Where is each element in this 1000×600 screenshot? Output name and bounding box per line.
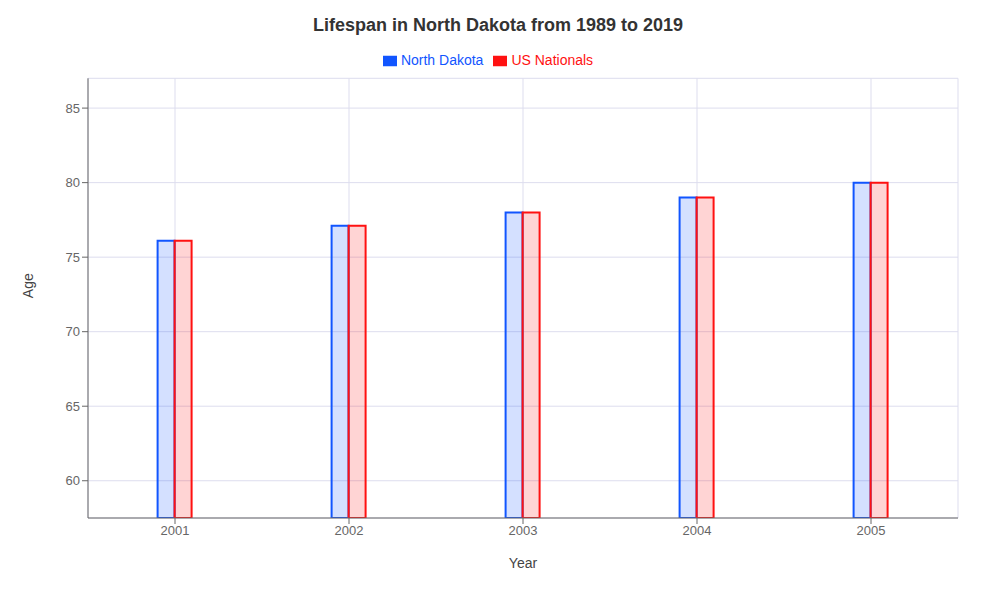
svg-text:Year: Year	[509, 555, 538, 571]
svg-text:2004: 2004	[683, 523, 712, 538]
html-text:Lifespan in North Dakota from: Lifespan in North Dakota from 1989 to 20…	[312, 15, 683, 35]
svg-text:2002: 2002	[335, 523, 364, 538]
svg-text:80: 80	[66, 175, 80, 190]
html-text:US Nationals: US Nationals	[511, 52, 594, 68]
svg-text:60: 60	[66, 473, 80, 488]
svg-text:2001: 2001	[161, 523, 190, 538]
svg-text:75: 75	[66, 250, 80, 265]
html-text:North Dakota: North Dakota	[400, 52, 484, 68]
svg-text:85: 85	[66, 101, 80, 116]
svg-text:2003: 2003	[509, 523, 538, 538]
svg-text:70: 70	[66, 324, 80, 339]
svg-text:65: 65	[66, 399, 80, 414]
svg-text:Age: Age	[20, 273, 36, 298]
svg-text:2005: 2005	[857, 523, 886, 538]
